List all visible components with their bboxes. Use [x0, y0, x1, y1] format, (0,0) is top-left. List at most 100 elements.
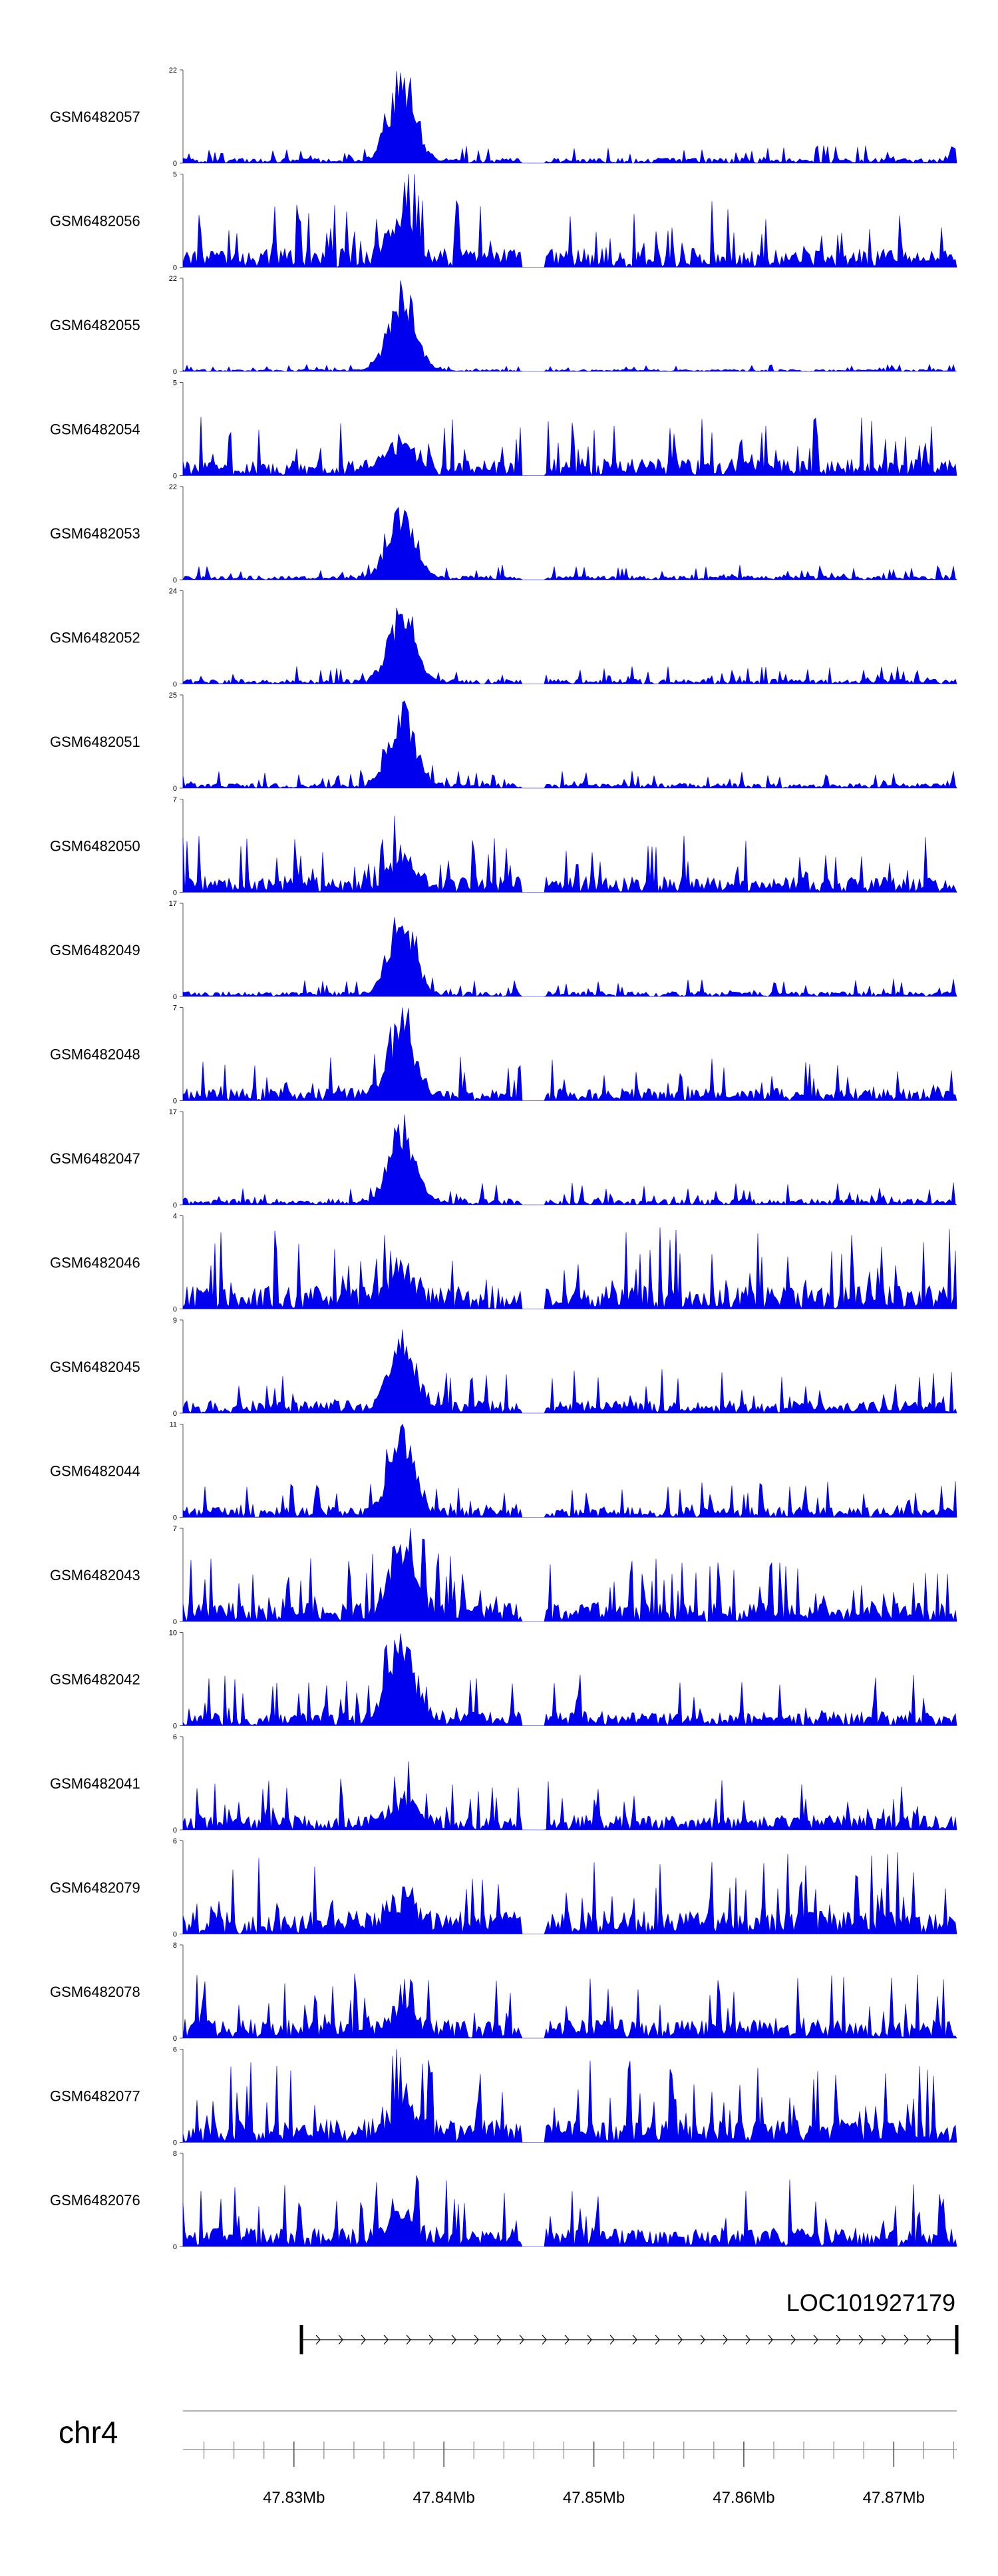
strand-arrow	[406, 2334, 411, 2345]
coverage-area	[182, 1007, 957, 1102]
coverage-area	[182, 2175, 957, 2247]
y-min-label: 0	[173, 2139, 177, 2147]
y-max-label: 8	[173, 2150, 177, 2158]
track-GSM6482044: GSM6482044 11 0	[50, 1421, 957, 1522]
y-max-label: 25	[169, 692, 177, 700]
y-min-label: 0	[173, 785, 177, 793]
y-max-label: 6	[173, 1838, 177, 1846]
gene-label: LOC101927179	[786, 2289, 955, 2316]
tick-label: 47.84Mb	[413, 2489, 474, 2507]
y-max-label: 22	[169, 483, 177, 491]
coverage-area	[182, 280, 957, 372]
y-max-label: 8	[173, 1942, 177, 1950]
y-min-label: 0	[173, 1826, 177, 1834]
coverage-area	[182, 1114, 957, 1205]
y-max-label: 17	[169, 900, 177, 908]
y-min-label: 0	[173, 993, 177, 1001]
y-max-label: 7	[173, 1004, 177, 1012]
y-min-label: 0	[173, 2243, 177, 2251]
strand-arrow	[315, 2334, 321, 2345]
y-max-label: 5	[173, 379, 177, 387]
y-max-label: 11	[170, 1421, 177, 1429]
strand-arrow	[474, 2334, 479, 2345]
strand-arrow	[542, 2334, 547, 2345]
track-GSM6482079: GSM6482079 6 0	[50, 1838, 957, 1939]
track-GSM6482048: GSM6482048 7 0	[50, 1004, 957, 1106]
y-min-label: 0	[173, 1723, 177, 1731]
track-label: GSM6482079	[50, 1880, 140, 1896]
strand-arrow	[881, 2334, 886, 2345]
strand-arrow	[338, 2334, 343, 2345]
coverage-area	[182, 507, 957, 580]
coverage-area	[182, 1528, 957, 1622]
y-min-label: 0	[173, 1201, 177, 1209]
strand-arrow	[587, 2334, 592, 2345]
track-label: GSM6482054	[50, 421, 140, 438]
strand-arrow	[564, 2334, 570, 2345]
y-min-label: 0	[173, 889, 177, 897]
track-label: GSM6482044	[50, 1463, 140, 1480]
strand-arrow	[790, 2334, 796, 2345]
genome-axis: chr4 47.83Mb 47.84Mb 47.85Mb 47.86Mb 47.87Mb	[59, 2410, 957, 2507]
y-max-label: 7	[173, 796, 177, 804]
tick-label: 47.87Mb	[863, 2489, 925, 2507]
track-label: GSM6482047	[50, 1150, 140, 1167]
track-GSM6482043: GSM6482043 7 0	[50, 1525, 957, 1626]
y-min-label: 0	[173, 264, 177, 272]
coverage-area	[182, 2049, 957, 2143]
track-GSM6482078: GSM6482078 8 0	[50, 1942, 957, 2043]
track-GSM6482047: GSM6482047 17 0	[50, 1108, 957, 1209]
coverage-area	[182, 608, 957, 685]
track-label: GSM6482055	[50, 317, 140, 333]
strand-arrow	[609, 2334, 615, 2345]
coverage-area	[182, 174, 957, 268]
track-GSM6482045: GSM6482045 9 0	[50, 1317, 957, 1418]
strand-arrow	[813, 2334, 818, 2345]
track-label: GSM6482053	[50, 525, 140, 542]
strand-arrow	[361, 2334, 366, 2345]
strand-arrow	[768, 2334, 773, 2345]
track-label: GSM6482076	[50, 2192, 140, 2209]
track-GSM6482076: GSM6482076 8 0	[50, 2150, 957, 2251]
track-label: GSM6482049	[50, 942, 140, 959]
coverage-area	[182, 1227, 957, 1310]
track-label: GSM6482051	[50, 734, 140, 750]
track-GSM6482077: GSM6482077 6 0	[50, 2046, 957, 2147]
track-GSM6482046: GSM6482046 4 0	[50, 1213, 957, 1314]
coverage-area	[182, 417, 957, 477]
y-min-label: 0	[173, 1618, 177, 1626]
track-GSM6482051: GSM6482051 25 0	[50, 692, 957, 793]
track-label: GSM6482056	[50, 213, 140, 230]
y-max-label: 17	[169, 1108, 177, 1116]
y-min-label: 0	[173, 576, 177, 584]
y-min-label: 0	[173, 473, 177, 481]
gene-track: LOC101927179	[299, 2289, 959, 2354]
y-max-label: 9	[173, 1317, 177, 1325]
coverage-area	[182, 1329, 957, 1414]
track-GSM6482050: GSM6482050 7 0	[50, 796, 957, 897]
strand-arrow	[519, 2334, 524, 2345]
track-label: GSM6482050	[50, 838, 140, 855]
y-max-label: 10	[169, 1629, 177, 1637]
strand-arrow	[904, 2334, 909, 2345]
chromosome-label: chr4	[59, 2415, 118, 2450]
track-GSM6482054: GSM6482054 5 0	[50, 379, 957, 481]
track-label: GSM6482045	[50, 1359, 140, 1375]
y-min-label: 0	[173, 160, 177, 168]
track-GSM6482052: GSM6482052 24 0	[50, 588, 957, 689]
track-GSM6482041: GSM6482041 6 0	[50, 1733, 957, 1834]
track-label: GSM6482042	[50, 1671, 140, 1688]
track-label: GSM6482046	[50, 1255, 140, 1271]
track-label: GSM6482057	[50, 108, 140, 125]
track-GSM6482057: GSM6482057 22 0	[50, 67, 957, 168]
y-max-label: 22	[169, 275, 177, 283]
y-min-label: 0	[173, 1931, 177, 1939]
track-label: GSM6482043	[50, 1567, 140, 1584]
y-min-label: 0	[173, 368, 177, 376]
y-min-label: 0	[173, 1514, 177, 1522]
y-max-label: 6	[173, 1733, 177, 1741]
track-label: GSM6482078	[50, 1984, 140, 2000]
strand-arrow	[858, 2334, 864, 2345]
strand-arrow	[383, 2334, 389, 2345]
